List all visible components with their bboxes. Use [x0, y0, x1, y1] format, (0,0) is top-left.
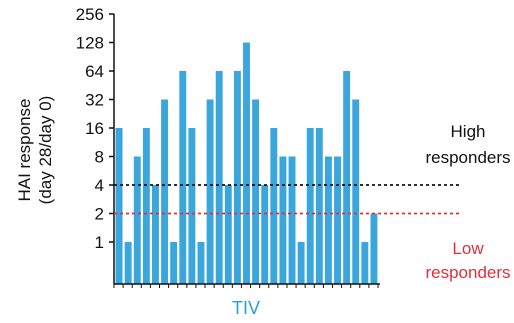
y-tick-label: 8: [95, 148, 104, 167]
bar: [206, 99, 214, 284]
bar: [233, 71, 241, 284]
bar: [170, 242, 178, 284]
y-axis-label-line-1: HAI response: [15, 99, 34, 202]
y-tick-label: 64: [85, 62, 104, 81]
y-tick-label: 1: [95, 233, 104, 252]
y-tick-label: 32: [85, 91, 104, 110]
bar: [334, 156, 341, 284]
threshold-lines: [114, 184, 462, 215]
bar: [324, 156, 332, 284]
bar: [115, 128, 123, 284]
bar: [243, 42, 250, 284]
bar: [224, 185, 232, 284]
bar: [315, 128, 323, 284]
bar: [343, 71, 351, 284]
bar: [161, 99, 169, 284]
y-tick-label: 16: [85, 119, 104, 138]
bar: [197, 242, 205, 284]
bar: [270, 128, 278, 284]
bar: [142, 128, 150, 284]
bar: [288, 156, 296, 284]
bars: [115, 42, 378, 284]
low-responders-label-line-2: responders: [425, 263, 510, 282]
y-axis-label-line-2: (day 28/day 0): [36, 96, 55, 205]
bar: [370, 213, 378, 284]
bar: [261, 185, 269, 284]
y-tick-label: 256: [76, 5, 104, 24]
bar: [279, 156, 287, 284]
bar: [306, 128, 314, 284]
low-responders-label-line-1: Low: [452, 239, 484, 258]
y-tick-label: 4: [95, 176, 104, 195]
x-axis: [113, 283, 380, 288]
x-axis-label: TIV: [232, 298, 260, 318]
bar: [252, 99, 260, 284]
high-responders-label-line-1: High: [451, 122, 486, 141]
y-tick-label: 128: [76, 34, 104, 53]
bar: [133, 156, 141, 284]
bar: [152, 185, 159, 284]
bar: [179, 71, 187, 284]
y-tick-label: 2: [95, 205, 104, 224]
bar: [124, 242, 132, 284]
bar: [215, 71, 223, 284]
bar: [361, 242, 369, 284]
bar: [352, 99, 360, 284]
bar: [297, 242, 305, 284]
high-responders-label-line-2: responders: [425, 148, 510, 167]
y-axis: 1 2 4 8 16 32 64 128 256: [76, 5, 115, 284]
bar: [188, 128, 196, 284]
